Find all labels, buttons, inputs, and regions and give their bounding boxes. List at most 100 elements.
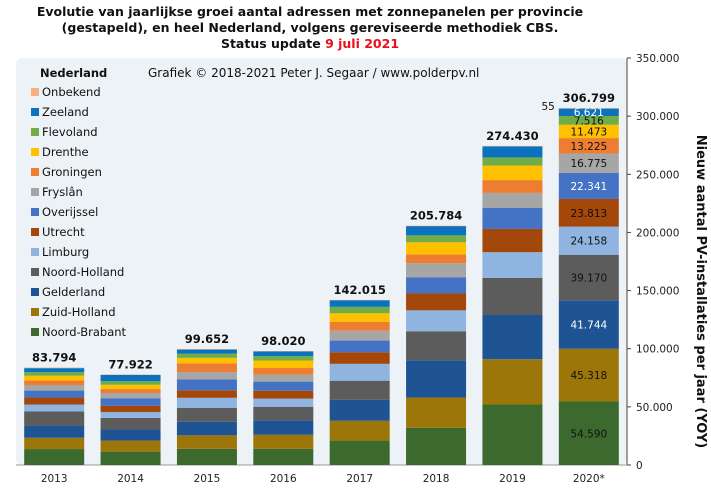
legend-swatch — [31, 208, 39, 216]
legend-item-noord-holland: Noord-Holland — [42, 265, 124, 279]
bar-segment-drenthe — [253, 360, 314, 369]
bar-segment-noord-holland — [100, 417, 161, 430]
bar-segment-zeeland — [253, 351, 314, 357]
bar-segment-frysl-n — [100, 393, 161, 399]
bar-segment-frysl-n — [176, 372, 237, 380]
bar-segment-utrecht — [253, 390, 314, 399]
bar-segment-onbekend — [176, 349, 237, 350]
bar-total-label: 99.652 — [185, 332, 229, 346]
data-label: 39.170 — [570, 273, 607, 285]
data-label: 6.621 — [574, 107, 604, 119]
x-tick-label: 2018 — [423, 473, 450, 485]
legend-swatch — [31, 128, 39, 136]
bar-segment-groningen — [24, 380, 85, 385]
bar-segment-groningen — [482, 180, 543, 193]
bar-segment-limburg — [176, 397, 237, 408]
bar-segment-zeeland — [329, 300, 390, 307]
bar-segment-gelderland — [253, 420, 314, 435]
credit-text: Grafiek © 2018-2021 Peter J. Segaar / ww… — [148, 66, 479, 80]
bar-segment-groningen — [329, 321, 390, 331]
bar-segment-noord-brabant — [176, 448, 237, 465]
data-label: 13.225 — [570, 141, 607, 153]
bar-segment-overijssel — [253, 381, 314, 391]
y-tick-label: 100.000 — [636, 344, 679, 356]
legend-item-frysl-n: Fryslân — [42, 185, 83, 199]
bar-segment-flevoland — [176, 353, 237, 358]
bar-segment-flevoland — [329, 306, 390, 314]
legend-swatch — [31, 288, 39, 296]
bar-segment-zuid-holland — [253, 434, 314, 449]
bar-segment-overijssel — [406, 277, 467, 294]
legend-title: Nederland — [40, 66, 107, 80]
legend-swatch — [31, 248, 39, 256]
bar-segment-gelderland — [176, 421, 237, 436]
bar-segment-gelderland — [482, 314, 543, 360]
data-label: 16.775 — [570, 158, 607, 170]
bar-segment-drenthe — [406, 242, 467, 255]
bar-total-label: 83.794 — [32, 351, 76, 365]
bar-segment-flevoland — [253, 356, 314, 361]
y-tick-label: 300.000 — [636, 111, 679, 123]
data-label-onbekend: 55 — [541, 101, 554, 113]
bar-segment-overijssel — [482, 208, 543, 229]
bar-segment-drenthe — [176, 357, 237, 364]
data-label: 23.813 — [570, 208, 607, 220]
legend-item-limburg: Limburg — [42, 245, 89, 259]
bar-segment-utrecht — [329, 352, 390, 364]
bar-segment-drenthe — [558, 124, 619, 139]
bar-segment-onbekend — [482, 145, 543, 147]
bar-segment-limburg — [329, 363, 390, 381]
status-update-text: Status update — [220, 36, 326, 51]
bar-segment-zuid-holland — [558, 348, 619, 402]
status-update-date: 9 juli 2021 — [325, 36, 400, 51]
data-label: 41.744 — [570, 320, 607, 332]
bar-segment-limburg — [482, 252, 543, 278]
bar-segment-groningen — [176, 363, 237, 373]
bar-segment-noord-brabant — [100, 451, 161, 465]
bar-segment-gelderland — [100, 429, 161, 441]
bar-total-label: 77.922 — [108, 357, 152, 371]
bar-segment-onbekend — [100, 374, 161, 375]
bar-segment-noord-holland — [558, 254, 619, 301]
bar-segment-zuid-holland — [329, 420, 390, 441]
bar-segment-groningen — [253, 368, 314, 375]
bar-segment-utrecht — [558, 198, 619, 227]
bar-segment-zeeland — [100, 374, 161, 382]
bar-segment-zuid-holland — [482, 359, 543, 405]
bar-segment-gelderland — [558, 300, 619, 349]
legend-item-noord-brabant: Noord-Brabant — [42, 325, 127, 339]
legend-item-zeeland: Zeeland — [42, 105, 89, 119]
bar-segment-zeeland — [558, 108, 619, 116]
bar-segment-onbekend — [24, 367, 85, 369]
legend-item-zuid-holland: Zuid-Holland — [42, 305, 116, 319]
bar-segment-flevoland — [100, 381, 161, 385]
bar-segment-gelderland — [329, 399, 390, 421]
legend-swatch — [31, 148, 39, 156]
x-tick-label: 2013 — [41, 473, 68, 485]
bar-segment-noord-holland — [176, 407, 237, 422]
legend-item-utrecht: Utrecht — [42, 225, 85, 239]
bar-segment-drenthe — [100, 384, 161, 390]
legend-swatch — [31, 308, 39, 316]
chart-title-line-1: Evolutie van jaarlijkse groei aantal adr… — [36, 4, 584, 19]
legend-item-overijssel: Overijssel — [42, 205, 98, 219]
bar-segment-utrecht — [100, 405, 161, 413]
bar-segment-noord-holland — [24, 411, 85, 426]
bar-segment-zeeland — [176, 349, 237, 354]
bar-segment-zeeland — [24, 368, 85, 373]
data-label: 7.516 — [574, 115, 604, 127]
data-label: 11.473 — [570, 126, 607, 138]
y-tick-label: 250.000 — [636, 169, 679, 181]
x-tick-label: 2020* — [573, 473, 605, 485]
x-tick-label: 2017 — [346, 473, 373, 485]
bar-segment-flevoland — [24, 372, 85, 376]
bar-segment-onbekend — [406, 225, 467, 227]
bar-segment-onbekend — [329, 299, 390, 301]
x-tick-label: 2019 — [499, 473, 526, 485]
data-label: 24.158 — [570, 236, 607, 248]
y-tick-label: 200.000 — [636, 227, 679, 239]
legend-item-gelderland: Gelderland — [42, 285, 105, 299]
legend-swatch — [31, 88, 39, 96]
bar-segment-drenthe — [482, 165, 543, 181]
bar-segment-drenthe — [24, 375, 85, 381]
